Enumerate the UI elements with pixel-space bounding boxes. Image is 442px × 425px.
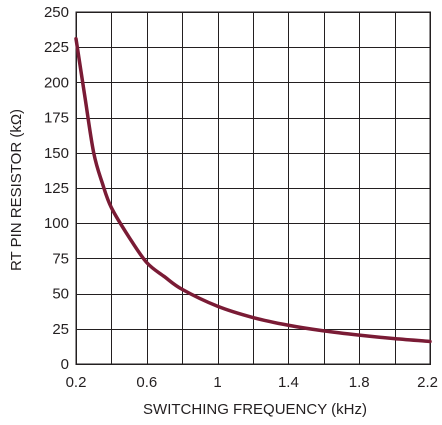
y-tick-label: 125 [44,180,69,197]
y-tick-label: 225 [44,39,69,56]
x-tick-label: 0.2 [66,374,87,391]
y-tick-labels: 0 25 50 75 100 125 150 175 200 225 250 [44,4,69,373]
y-tick-label: 100 [44,215,69,232]
y-tick-label: 175 [44,110,69,127]
x-tick-label: 1.4 [278,374,299,391]
x-tick-label: 1 [213,374,221,391]
x-tick-label: 2.2 [417,374,438,391]
y-tick-label: 250 [44,4,69,21]
y-axis-label: RT PIN RESISTOR (kΩ) [8,109,25,271]
y-tick-label: 50 [52,286,69,303]
y-tick-label: 25 [52,321,69,338]
y-tick-label: 200 [44,74,69,91]
x-axis-label: SWITCHING FREQUENCY (kHz) [143,401,367,418]
x-tick-labels: 0.2 0.6 1 1.4 1.8 2.2 [66,374,438,391]
y-tick-label: 75 [52,250,69,267]
plot-frame [75,11,431,365]
y-tick-label: 0 [61,356,69,373]
series-line [74,37,432,344]
grid-lines [76,12,431,365]
x-tick-label: 0.6 [136,374,157,391]
x-tick-label: 1.8 [349,374,370,391]
y-tick-label: 150 [44,145,69,162]
